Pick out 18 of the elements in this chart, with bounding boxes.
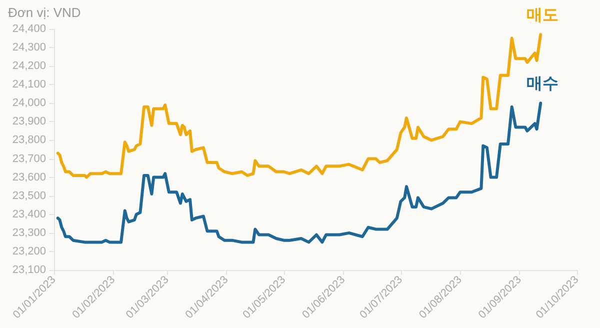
- y-tick-label: 23,400: [12, 208, 46, 220]
- y-tick-label: 23,200: [12, 245, 46, 258]
- y-tick-label: 23,800: [12, 134, 46, 146]
- y-tick-label: 23,300: [12, 226, 46, 239]
- line-series: [56, 102, 542, 244]
- y-tick-label: 24,000: [12, 97, 46, 110]
- y-tick-label: 23,500: [12, 190, 46, 202]
- series-label: 매도: [526, 5, 559, 24]
- y-tick-label: 23,900: [12, 116, 46, 128]
- y-tick-label: 23,100: [12, 264, 46, 276]
- y-tick-label: 23,700: [12, 152, 46, 165]
- y-axis-title: Đơn vị: VND: [8, 5, 81, 20]
- y-tick-label: 24,300: [12, 42, 46, 54]
- series-label: 매수: [526, 74, 559, 93]
- y-tick-label: 24,400: [12, 23, 46, 35]
- y-tick-label: 24,100: [12, 78, 46, 91]
- y-tick-label: 23,600: [12, 171, 46, 184]
- y-tick-label: 24,200: [12, 60, 46, 72]
